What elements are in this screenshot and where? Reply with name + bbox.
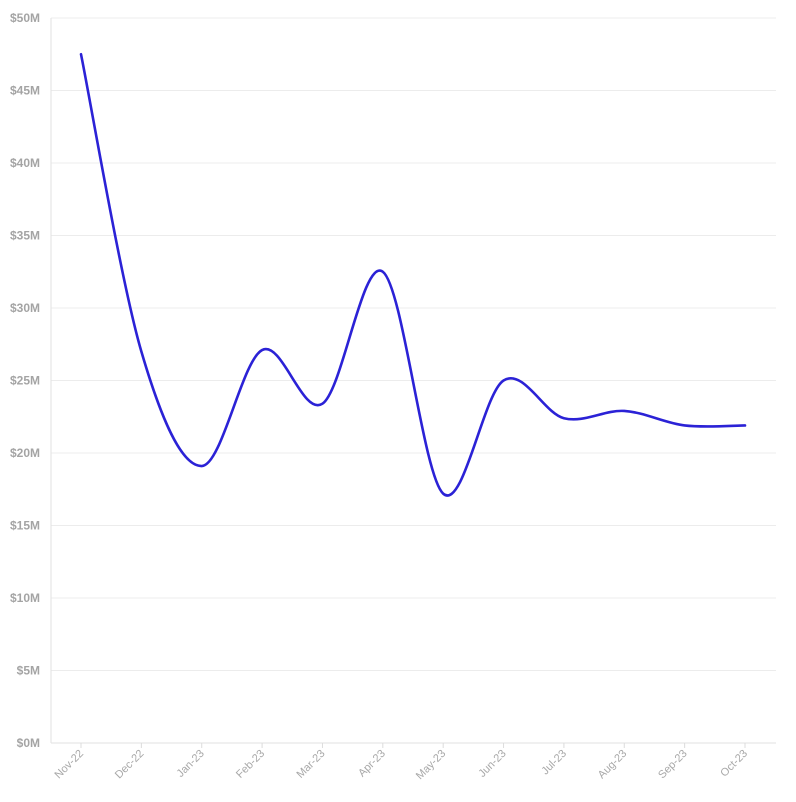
x-tick-label: Nov-22 [53, 748, 87, 782]
y-tick-label: $10M [10, 591, 40, 605]
y-tick-label: $40M [10, 156, 40, 170]
data-point [501, 378, 507, 384]
data-point [621, 408, 627, 414]
gridlines [51, 17, 776, 671]
y-tick-label: $35M [10, 229, 40, 243]
series-line [79, 52, 747, 497]
x-tick-label: Jan-23 [175, 748, 207, 780]
data-point [259, 347, 265, 353]
data-point [319, 401, 325, 407]
data-point [138, 349, 144, 355]
y-tick-label: $50M [10, 11, 40, 25]
data-point [561, 415, 567, 421]
y-tick-label: $5M [17, 664, 40, 678]
y-tick-label: $20M [10, 446, 40, 460]
y-tick-label: $25M [10, 374, 40, 388]
y-axis-tick-labels: $0M $5M $10M $15M $20M $25M $30M $35M $40M $45M $5… [10, 11, 40, 750]
series-lines [78, 51, 748, 497]
axes [50, 18, 776, 748]
x-tick-label: Oct-23 [718, 748, 750, 780]
x-tick-label: Jul-23 [539, 748, 569, 778]
y-tick-label: $45M [10, 84, 40, 98]
x-axis-tick-labels: Nov-22 Dec-22 Jan-23 Feb-23 Mar-23 Apr-23 May-… [53, 748, 751, 782]
data-point [742, 422, 748, 428]
data-point [440, 491, 446, 497]
x-tick-label: Aug-23 [596, 748, 630, 782]
x-tick-label: Mar-23 [294, 748, 327, 781]
x-tick-label: May-23 [414, 748, 448, 782]
x-tick-label: Apr-23 [356, 748, 388, 780]
data-point [78, 51, 84, 57]
y-tick-label: $30M [10, 301, 40, 315]
data-point [380, 269, 386, 275]
data-point [199, 463, 205, 469]
data-point [682, 422, 688, 428]
x-tick-label: Sep-23 [656, 748, 690, 782]
y-tick-label: $0M [17, 736, 40, 750]
x-tick-label: Jun-23 [476, 748, 508, 780]
x-tick-label: Dec-22 [113, 748, 147, 782]
y-tick-label: $15M [10, 519, 40, 533]
x-tick-label: Feb-23 [234, 748, 267, 781]
